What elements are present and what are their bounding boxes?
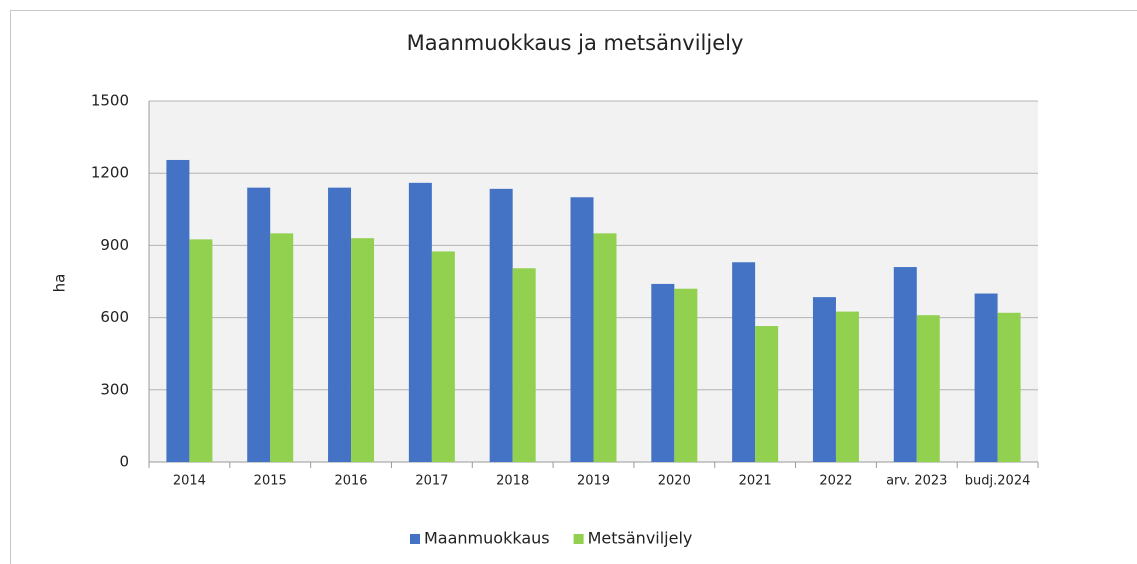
bar: [189, 239, 213, 462]
bar: [835, 311, 859, 462]
y-tick-label: 900: [100, 236, 129, 254]
bar: [166, 159, 190, 463]
y-tick-label: 1200: [91, 164, 129, 182]
bar: [489, 188, 513, 463]
legend-label: Maanmuokkaus: [424, 529, 550, 548]
bar: [916, 315, 940, 462]
bar: [812, 297, 836, 462]
y-axis-label: ha: [51, 274, 69, 293]
x-tick-label: 2020: [658, 474, 691, 489]
y-tick-label: 1500: [91, 92, 129, 110]
bar: [674, 288, 698, 462]
bar: [512, 268, 536, 462]
x-tick-label: 2018: [496, 474, 529, 489]
legend-label: Metsänviljely: [588, 529, 693, 548]
bar: [247, 187, 271, 462]
bar: [997, 312, 1021, 462]
y-tick-label: 0: [119, 453, 129, 471]
x-tick-label: 2022: [819, 474, 852, 489]
bar: [755, 326, 779, 462]
legend-swatch: [573, 534, 584, 544]
y-tick-label: 300: [100, 380, 129, 398]
x-tick-label: 2021: [739, 474, 772, 489]
legend-swatch: [410, 534, 420, 544]
bar: [974, 293, 998, 462]
x-tick-label: 2015: [254, 474, 287, 489]
bar: [351, 238, 375, 462]
bar: [431, 251, 455, 462]
y-tick-label: 600: [100, 308, 129, 326]
bar: [651, 283, 675, 462]
x-tick-label: 2016: [334, 474, 367, 489]
x-tick-label: 2017: [415, 474, 448, 489]
bar: [408, 182, 432, 462]
chart-title: Maanmuokkaus ja metsänviljely: [407, 31, 744, 55]
bar: [732, 262, 756, 462]
x-tick-label: arv. 2023: [886, 474, 947, 489]
bar: [328, 187, 352, 462]
bar: [270, 233, 294, 462]
x-tick-label: 2019: [577, 474, 610, 489]
x-tick-label: 2014: [173, 474, 206, 489]
bar: [570, 197, 594, 462]
bar: [593, 233, 617, 462]
x-tick-label: budj.2024: [965, 474, 1031, 489]
bar: [893, 267, 917, 462]
